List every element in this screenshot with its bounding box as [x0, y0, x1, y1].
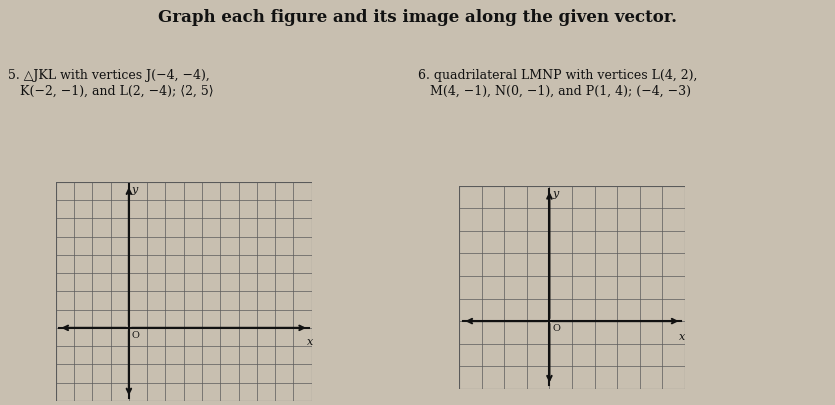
Text: y: y	[553, 189, 559, 198]
Text: 6. quadrilateral LMNP with vertices L(4, 2),
   M(4, −1), N(0, −1), and P(1, 4);: 6. quadrilateral LMNP with vertices L(4,…	[418, 69, 697, 97]
Text: O: O	[553, 324, 560, 333]
Text: Graph each figure and its image along the given vector.: Graph each figure and its image along th…	[158, 9, 677, 26]
Text: 5. △JKL with vertices J(−4, −4),
   K(−2, −1), and L(2, −4); ⟨2, 5⟩: 5. △JKL with vertices J(−4, −4), K(−2, −…	[8, 69, 214, 97]
Text: x: x	[306, 336, 313, 346]
Text: O: O	[132, 330, 139, 339]
Text: x: x	[680, 331, 686, 341]
Text: y: y	[132, 184, 138, 194]
